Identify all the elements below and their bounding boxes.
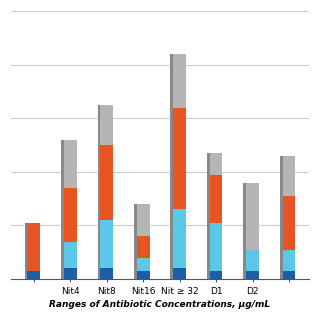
Bar (210, 175, 222, 223)
Bar (173, 54, 186, 108)
Bar (207, 153, 210, 279)
Bar (64, 140, 77, 188)
Bar (243, 183, 246, 279)
Bar (28, 271, 40, 279)
Bar (173, 268, 186, 279)
Bar (100, 105, 113, 145)
Bar (100, 268, 113, 279)
Bar (171, 54, 174, 279)
Bar (283, 271, 295, 279)
Bar (173, 108, 186, 209)
Bar (246, 250, 259, 271)
Bar (28, 223, 40, 271)
Bar (100, 220, 113, 268)
Bar (210, 271, 222, 279)
Bar (137, 271, 149, 279)
Bar (137, 204, 149, 236)
Bar (98, 105, 101, 279)
Bar (64, 268, 77, 279)
X-axis label: Ranges of Antibiotic Concentrations, μg/mL: Ranges of Antibiotic Concentrations, μg/… (49, 300, 271, 309)
Bar (64, 188, 77, 242)
Bar (100, 145, 113, 220)
Bar (283, 196, 295, 250)
Bar (134, 204, 137, 279)
Bar (173, 209, 186, 268)
Bar (283, 250, 295, 271)
Bar (283, 156, 295, 196)
Bar (25, 223, 28, 279)
Bar (61, 140, 64, 279)
Bar (210, 223, 222, 271)
Bar (280, 156, 283, 279)
Bar (137, 258, 149, 271)
Bar (210, 153, 222, 175)
Bar (137, 236, 149, 258)
Bar (246, 271, 259, 279)
Bar (64, 242, 77, 268)
Bar (246, 183, 259, 250)
